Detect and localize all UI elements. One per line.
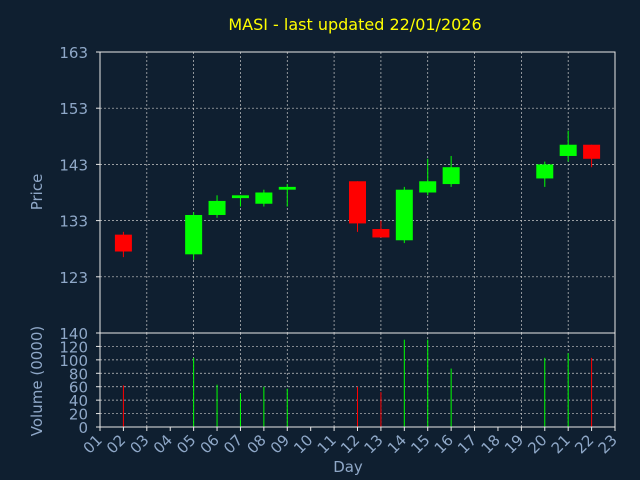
chart-title: MASI - last updated 22/01/2026: [228, 15, 481, 34]
volume-y-tick-label: 40: [69, 392, 88, 410]
volume-y-axis-label: Volume (0000): [28, 326, 46, 436]
price-y-tick-label: 133: [59, 213, 88, 231]
x-tick-label: 06: [197, 431, 223, 457]
x-tick-label: 13: [361, 431, 387, 457]
candle-body: [583, 144, 601, 159]
volume-y-tick-label: 140: [59, 325, 88, 343]
x-tick-label: 22: [571, 431, 597, 457]
x-tick-label: 11: [314, 431, 340, 457]
x-tick-label: 08: [243, 431, 269, 457]
x-tick-label: 18: [478, 431, 504, 457]
candle-body: [231, 195, 249, 199]
candle: [185, 212, 203, 260]
candle-body: [419, 181, 437, 193]
candle: [442, 155, 460, 187]
x-tick-label: 15: [407, 431, 433, 457]
price-y-tick-label: 123: [59, 269, 88, 287]
volume-y-tick-label: 100: [59, 352, 88, 370]
volume-y-tick-label: 60: [69, 379, 88, 397]
volume-y-tick-label: 20: [69, 406, 88, 424]
volume-y-tick-label: 0: [78, 419, 88, 437]
candlestick-series: [114, 130, 601, 260]
candle: [419, 158, 437, 196]
candle: [559, 130, 577, 162]
x-axis-label: Day: [333, 458, 363, 476]
candle-body: [559, 144, 577, 156]
candle: [395, 186, 413, 244]
x-tick-label: 02: [103, 431, 129, 457]
x-tick-label: 16: [431, 431, 457, 457]
candle: [208, 195, 226, 218]
candle: [583, 144, 601, 168]
candle: [255, 189, 273, 207]
candle-body: [114, 234, 132, 252]
x-tick-label: 12: [337, 431, 363, 457]
candle-body: [185, 214, 203, 255]
price-y-axis-ticks: 123 133 143 153 163: [59, 44, 100, 287]
x-tick-label: 03: [126, 431, 152, 457]
volume-series: [122, 339, 593, 427]
candle-body: [442, 167, 460, 185]
x-tick-label: 05: [173, 431, 199, 457]
x-tick-label: 10: [290, 431, 316, 457]
candle: [536, 161, 554, 187]
candle: [349, 181, 366, 232]
x-tick-label: 14: [384, 431, 410, 457]
candle-body: [372, 229, 390, 238]
candle-body: [536, 164, 554, 179]
candle: [372, 220, 390, 238]
x-tick-label: 23: [595, 431, 621, 457]
volume-y-tick-label: 120: [59, 338, 88, 356]
candle-body: [208, 200, 226, 215]
price-y-axis-label: Price: [28, 174, 46, 211]
x-tick-label: 09: [267, 431, 293, 457]
price-y-tick-label: 163: [59, 44, 88, 62]
volume-y-tick-label: 80: [69, 365, 88, 383]
x-tick-label: 19: [501, 431, 527, 457]
x-tick-label: 21: [548, 431, 574, 457]
x-axis-ticks: 0102030405060708091011121314151617181920…: [80, 427, 621, 457]
x-tick-label: 20: [524, 431, 550, 457]
candle-body: [278, 186, 296, 190]
price-y-tick-label: 143: [59, 156, 88, 174]
x-tick-label: 07: [220, 431, 246, 457]
x-tick-label: 04: [150, 431, 176, 457]
candle-body: [395, 189, 413, 241]
candle-body: [349, 181, 366, 224]
candle-body: [255, 192, 273, 204]
price-y-tick-label: 153: [59, 100, 88, 118]
candle: [231, 195, 249, 207]
candle: [114, 231, 132, 258]
candle: [278, 184, 296, 207]
x-tick-label: 17: [454, 431, 480, 457]
